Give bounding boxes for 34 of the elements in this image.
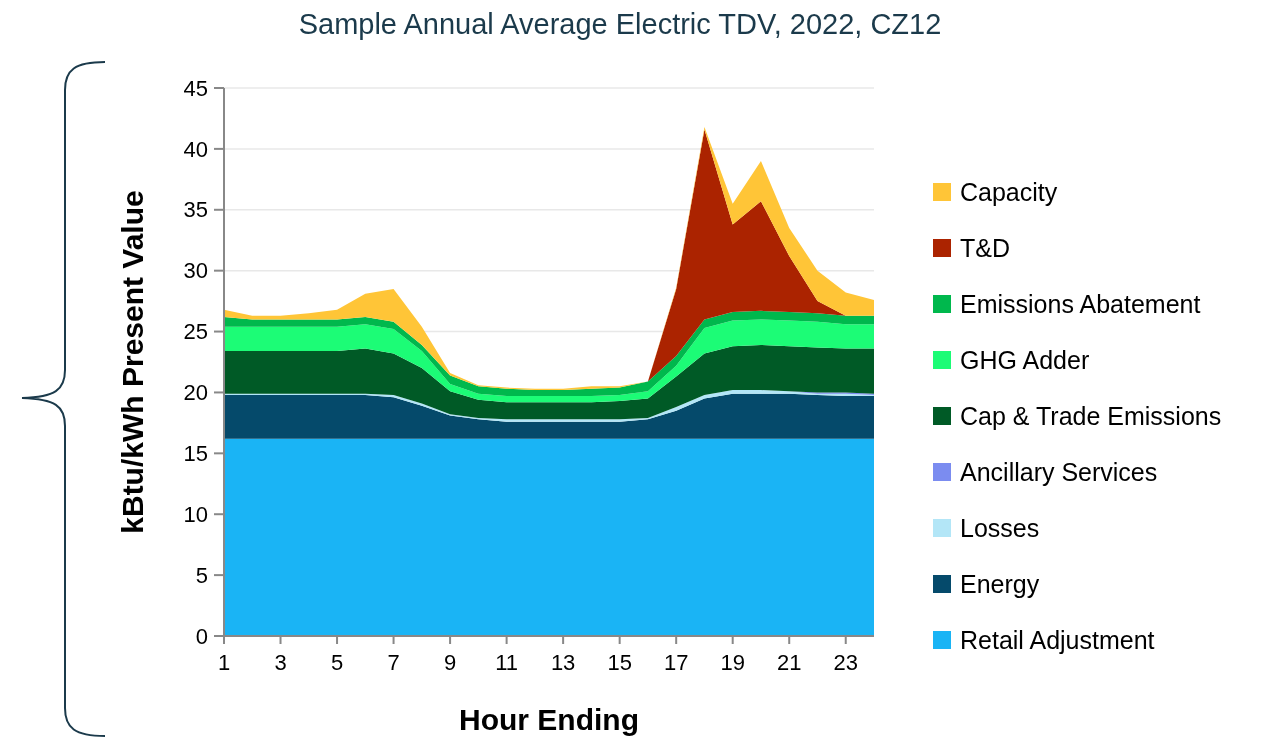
x-tick-label: 21 (776, 650, 802, 675)
x-tick-label: 15 (607, 650, 632, 675)
x-tick-label: 13 (550, 650, 576, 675)
y-tick-label: 10 (183, 501, 208, 527)
y-tick-label: 45 (183, 75, 208, 101)
x-tick-label: 7 (387, 650, 400, 675)
x-tick-label: 11 (495, 650, 519, 675)
y-tick-label: 5 (195, 562, 208, 588)
legend-label: Ancillary Services (960, 457, 1158, 486)
y-tick-label: 20 (183, 380, 208, 406)
x-tick-label: 19 (720, 650, 745, 675)
x-tick-label: 1 (217, 650, 231, 675)
legend-label: Retail Adjustment (960, 625, 1155, 654)
y-axis-title: kBtu/kWh Present Value (116, 190, 149, 534)
legend-label: Capacity (960, 177, 1058, 206)
x-tick-label: 9 (443, 650, 457, 675)
x-tick-label: 23 (833, 650, 858, 675)
legend-label: Cap & Trade Emissions (960, 401, 1222, 430)
x-tick-label: 5 (330, 650, 344, 675)
y-tick-label: 15 (183, 441, 208, 467)
y-tick-label: 35 (183, 197, 208, 223)
legend-label: Losses (960, 513, 1040, 542)
legend-label: Energy (960, 569, 1040, 598)
legend-label: T&D (960, 233, 1010, 262)
x-tick-label: 3 (274, 650, 287, 675)
y-tick-label: 25 (183, 319, 208, 345)
y-tick-label: 30 (183, 258, 208, 284)
legend-label: GHG Adder (960, 345, 1090, 374)
x-axis-title: Hour Ending (459, 703, 639, 736)
x-tick-label: 17 (663, 650, 689, 675)
legend-label: Emissions Abatement (960, 289, 1201, 318)
y-tick-label: 40 (183, 136, 208, 162)
chart-title: Sample Annual Average Electric TDV, 2022, CZ12 (298, 8, 942, 40)
y-tick-label: 0 (195, 623, 208, 649)
